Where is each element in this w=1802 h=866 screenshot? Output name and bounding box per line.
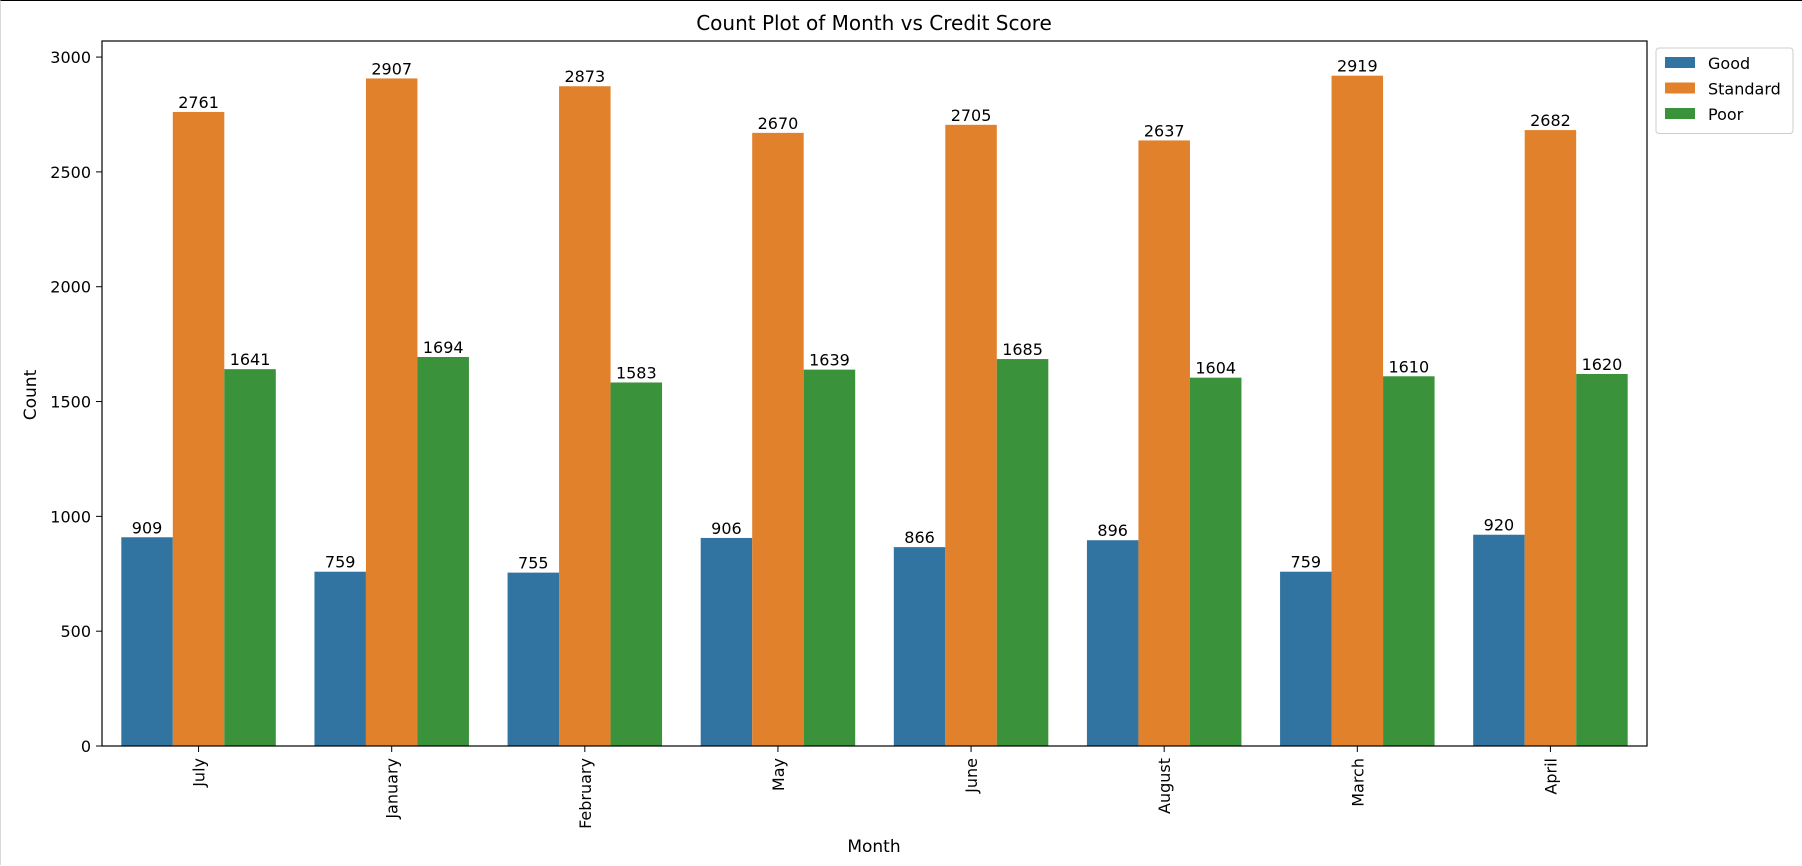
y-tick-label: 1500 xyxy=(50,393,91,412)
legend-swatch-good xyxy=(1665,57,1695,68)
bar-poor-may xyxy=(803,369,856,746)
plot-frame xyxy=(101,40,1648,747)
bar-poor-july xyxy=(224,369,276,746)
data-label-good-april: 920 xyxy=(1484,516,1515,535)
x-tick-label-february: February xyxy=(576,758,595,829)
data-label-poor-january: 1694 xyxy=(423,338,464,357)
data-label-poor-july: 1641 xyxy=(230,350,271,369)
bar-standard-february xyxy=(559,86,611,747)
x-tick-label-july: July xyxy=(190,758,209,788)
y-tick-label: 3000 xyxy=(50,48,91,67)
chart-title: Count Plot of Month vs Credit Score xyxy=(696,11,1052,35)
x-tick-label-april: April xyxy=(1541,758,1560,795)
bar-good-april xyxy=(1473,534,1525,746)
legend-label-poor: Poor xyxy=(1708,105,1744,124)
data-label-good-february: 755 xyxy=(518,554,549,573)
data-label-standard-june: 2705 xyxy=(951,106,992,125)
x-tick-label-march: March xyxy=(1348,758,1367,807)
y-axis-label: Count xyxy=(21,369,41,420)
bar-good-june xyxy=(893,547,946,746)
data-label-good-may: 906 xyxy=(711,519,742,538)
bar-standard-march xyxy=(1331,75,1384,747)
bar-poor-march xyxy=(1383,376,1435,746)
legend-label-good: Good xyxy=(1708,54,1750,73)
y-tick-label: 2000 xyxy=(50,278,91,297)
legend-swatch-poor xyxy=(1665,108,1695,119)
legend-label-standard: Standard xyxy=(1708,80,1781,99)
y-tick-label: 1000 xyxy=(50,507,91,526)
data-label-good-january: 759 xyxy=(325,553,356,572)
x-tick-label-may: May xyxy=(769,758,788,791)
data-label-poor-may: 1639 xyxy=(809,351,850,370)
data-label-good-july: 909 xyxy=(132,518,163,537)
data-label-standard-january: 2907 xyxy=(371,59,412,78)
data-label-standard-may: 2670 xyxy=(758,114,799,133)
legend: Good Standard Poor xyxy=(1655,47,1794,134)
x-axis-label: Month xyxy=(847,837,900,857)
bar-standard-august xyxy=(1138,140,1190,746)
data-label-poor-june: 1685 xyxy=(1002,340,1043,359)
bar-poor-january xyxy=(417,356,469,746)
bar-standard-january xyxy=(365,78,418,747)
bar-poor-april xyxy=(1576,373,1628,746)
bar-good-may xyxy=(700,537,753,746)
y-tick-label: 0 xyxy=(81,737,91,756)
legend-swatch-standard xyxy=(1665,82,1695,94)
y-tick-label: 2500 xyxy=(50,163,91,182)
data-label-poor-february: 1583 xyxy=(616,363,657,382)
bar-standard-june xyxy=(945,124,997,746)
data-label-standard-april: 2682 xyxy=(1530,111,1571,130)
data-label-good-august: 896 xyxy=(1097,521,1128,540)
bar-standard-july xyxy=(172,111,225,746)
y-tick-label: 500 xyxy=(60,622,91,641)
bar-poor-june xyxy=(996,359,1049,746)
bar-poor-august xyxy=(1189,377,1242,746)
bar-standard-april xyxy=(1524,130,1577,747)
x-tick-label-june: June xyxy=(962,758,981,794)
data-label-standard-august: 2637 xyxy=(1144,121,1185,140)
data-label-poor-april: 1620 xyxy=(1582,355,1623,374)
x-tick-label-august: August xyxy=(1155,758,1174,814)
x-tick-label-january: January xyxy=(383,758,402,820)
bar-good-february xyxy=(507,572,560,746)
data-label-poor-august: 1604 xyxy=(1195,359,1236,378)
bar-poor-february xyxy=(610,382,663,746)
bar-good-january xyxy=(314,571,366,746)
bar-good-july xyxy=(121,537,173,746)
data-label-good-march: 759 xyxy=(1291,553,1322,572)
bar-standard-may xyxy=(752,132,804,747)
data-label-good-june: 866 xyxy=(904,528,935,547)
bar-good-august xyxy=(1086,540,1139,746)
plot-area: 909 2761 1641 759 2907 1694 755 2873 1583 906 2670… xyxy=(50,40,1648,829)
data-label-standard-july: 2761 xyxy=(178,93,219,112)
data-label-standard-february: 2873 xyxy=(564,67,605,86)
data-label-standard-march: 2919 xyxy=(1337,57,1378,76)
bar-good-march xyxy=(1280,571,1332,746)
data-label-poor-march: 1610 xyxy=(1388,357,1429,376)
